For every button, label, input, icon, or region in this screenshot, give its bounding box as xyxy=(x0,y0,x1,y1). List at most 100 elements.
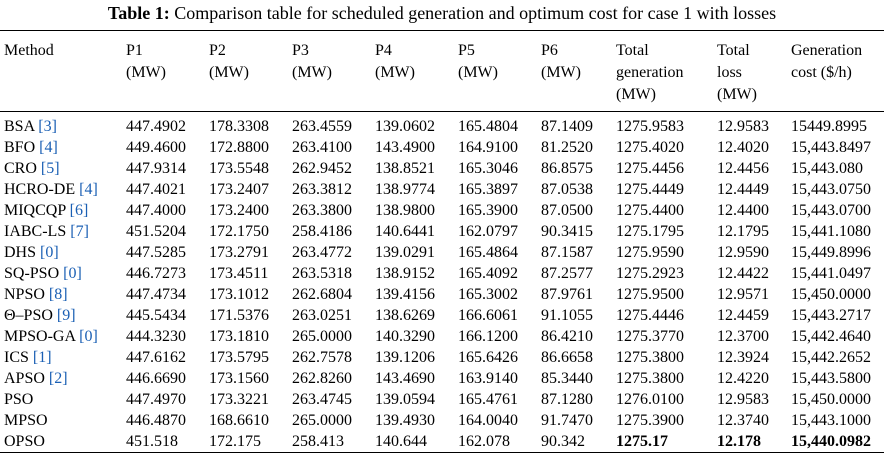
method-cell: DHS [0] xyxy=(0,242,122,263)
p5-cell: 165.4092 xyxy=(458,265,518,282)
citation-link[interactable]: [8] xyxy=(48,286,68,303)
method-name: MIQCQP xyxy=(4,202,66,219)
table-row: Θ–PSO [9] 445.5434 171.5376 263.0251 138.626… xyxy=(0,305,884,326)
total-generation-cell: 1275.9500 xyxy=(616,286,684,303)
method-cell: NPSO [8] xyxy=(0,284,122,305)
total-loss-cell: 12.9590 xyxy=(717,244,769,261)
table-caption: Table 1: Comparison table for scheduled … xyxy=(0,2,884,24)
p1-cell: 447.4021 xyxy=(126,181,186,198)
table-row: MPSO 446.4870 168.6610 265.0000 139.4930 164.… xyxy=(0,410,884,431)
total-generation-cell: 1275.4446 xyxy=(616,307,684,324)
generation-cost-cell: 15,442.2652 xyxy=(791,349,871,366)
total-generation-cell: 1275.9583 xyxy=(616,118,684,135)
p4-cell: 143.4690 xyxy=(375,370,435,387)
table-row: OPSO 451.518 172.175 258.413 140.644 162.078 9… xyxy=(0,431,884,453)
generation-cost-cell: 15,442.4640 xyxy=(791,328,871,345)
header-row: Method P1 (MW) P2 (MW) P3 (MW) P4 (MW) P5 (MW… xyxy=(0,30,884,112)
p6-cell: 87.1587 xyxy=(541,244,593,261)
p2-cell: 173.1560 xyxy=(209,370,269,387)
method-cell: BSA [3] xyxy=(0,112,122,138)
p4-cell: 139.0291 xyxy=(375,244,435,261)
generation-cost-cell: 15,443.2717 xyxy=(791,307,871,324)
citation-link[interactable]: [0] xyxy=(79,328,98,345)
method-cell: CRO [5] xyxy=(0,158,122,179)
citation-link[interactable]: [5] xyxy=(40,160,60,177)
table-row: NPSO [8] 447.4734 173.1012 262.6804 139.4156… xyxy=(0,284,884,305)
total-loss-cell: 12.4020 xyxy=(717,139,769,156)
method-name: DHS xyxy=(4,244,37,261)
p4-cell: 139.0602 xyxy=(375,118,435,135)
total-generation-cell: 1275.3900 xyxy=(616,412,684,429)
method-cell: PSO xyxy=(0,389,122,410)
p5-cell: 165.4864 xyxy=(458,244,518,261)
total-generation-cell: 1275.2923 xyxy=(616,265,684,282)
column-header: P2 (MW) xyxy=(205,30,288,112)
p4-cell: 139.0594 xyxy=(375,391,435,408)
total-generation-cell: 1275.3800 xyxy=(616,349,684,366)
p2-cell: 168.6610 xyxy=(209,412,269,429)
p4-cell: 138.8521 xyxy=(375,160,435,177)
table-body: BSA [3] 447.4902 178.3308 263.4559 139.0602 1… xyxy=(0,112,884,453)
citation-link[interactable]: [1] xyxy=(32,349,52,366)
p5-cell: 165.3897 xyxy=(458,181,518,198)
p1-cell: 447.4000 xyxy=(126,202,186,219)
p1-cell: 444.3230 xyxy=(126,328,186,345)
p3-cell: 263.3800 xyxy=(292,202,352,219)
method-name: NPSO xyxy=(4,286,45,303)
citation-link[interactable]: [4] xyxy=(39,139,58,156)
citation-link[interactable]: [3] xyxy=(38,118,57,135)
p3-cell: 262.6804 xyxy=(292,286,352,303)
p6-cell: 90.3415 xyxy=(541,223,593,240)
p4-cell: 138.9774 xyxy=(375,181,435,198)
citation-link[interactable]: [6] xyxy=(69,202,89,219)
total-loss-cell: 12.9583 xyxy=(717,118,769,135)
p2-cell: 173.1012 xyxy=(209,286,269,303)
method-name: APSO xyxy=(4,370,45,387)
method-name: PSO xyxy=(4,391,34,408)
citation-link[interactable]: [4] xyxy=(79,181,98,198)
p4-cell: 138.6269 xyxy=(375,307,435,324)
table-row: MPSO-GA [0] 444.3230 173.1810 265.0000 140.3… xyxy=(0,326,884,347)
p1-cell: 447.6162 xyxy=(126,349,186,366)
citation-link[interactable]: [0] xyxy=(40,244,59,261)
p3-cell: 263.4745 xyxy=(292,391,352,408)
p5-cell: 164.0040 xyxy=(458,412,518,429)
p2-cell: 173.4511 xyxy=(209,265,269,282)
method-name: MPSO-GA xyxy=(4,328,76,345)
table-row: APSO [2] 446.6690 173.1560 262.8260 143.4690… xyxy=(0,368,884,389)
method-cell: Θ–PSO [9] xyxy=(0,305,122,326)
citation-link[interactable]: [7] xyxy=(70,223,89,240)
citation-link[interactable]: [0] xyxy=(63,265,82,282)
citation-link[interactable]: [2] xyxy=(48,370,68,387)
generation-cost-cell: 15,443.0750 xyxy=(791,181,871,198)
citation-link[interactable]: [9] xyxy=(56,307,76,324)
total-generation-cell: 1276.0100 xyxy=(616,391,684,408)
p1-cell: 451.518 xyxy=(122,431,205,453)
p3-cell: 265.0000 xyxy=(292,328,352,345)
p5-cell: 163.9140 xyxy=(458,370,518,387)
generation-cost-cell: 15,441.1080 xyxy=(791,223,871,240)
total-loss-cell: 12.4456 xyxy=(717,160,769,177)
method-name: OPSO xyxy=(4,433,45,450)
p1-cell: 447.9314 xyxy=(126,160,186,177)
method-name: SQ-PSO xyxy=(4,265,60,282)
p1-cell: 446.7273 xyxy=(126,265,186,282)
table-row: ICS [1] 447.6162 173.5795 262.7578 139.1206 1… xyxy=(0,347,884,368)
column-header: Generation cost ($/h) xyxy=(787,30,884,112)
table-row: SQ-PSO [0] 446.7273 173.4511 263.5318 138.91… xyxy=(0,263,884,284)
p5-cell: 165.4761 xyxy=(458,391,518,408)
p3-cell: 263.5318 xyxy=(292,265,352,282)
table-row: DHS [0] 447.5285 173.2791 263.4772 139.0291 1… xyxy=(0,242,884,263)
p1-cell: 446.6690 xyxy=(126,370,186,387)
p1-cell: 447.4902 xyxy=(126,118,186,135)
column-header: P3 (MW) xyxy=(288,30,371,112)
p3-cell: 258.4186 xyxy=(292,223,352,240)
table-row: PSO 447.4970 173.3221 263.4745 139.0594 165.4… xyxy=(0,389,884,410)
p3-cell: 262.9452 xyxy=(292,160,352,177)
p1-cell: 451.5204 xyxy=(126,223,186,240)
generation-cost-cell: 15449.8995 xyxy=(791,118,867,135)
p3-cell: 263.4559 xyxy=(292,118,352,135)
p3-cell: 265.0000 xyxy=(292,412,352,429)
generation-cost-cell: 15,441.0497 xyxy=(791,265,871,282)
total-loss-cell: 12.3740 xyxy=(717,412,769,429)
